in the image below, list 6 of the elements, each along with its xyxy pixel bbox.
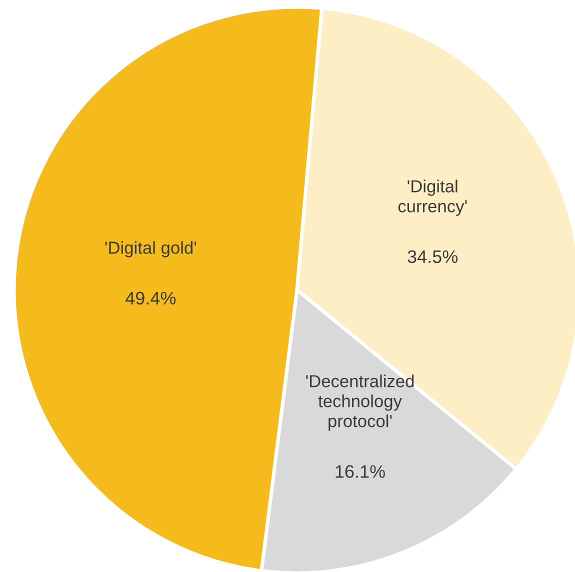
slice-label: 'Decentralized technology protocol' (306, 374, 414, 431)
slice-label: 'Digital currency' (398, 180, 467, 216)
data-label: 34.5% (408, 250, 458, 264)
data-label: 49.4% (125, 292, 176, 305)
data-label: 16.1% (336, 465, 385, 478)
slice-label: 'Digital gold' (105, 241, 196, 258)
